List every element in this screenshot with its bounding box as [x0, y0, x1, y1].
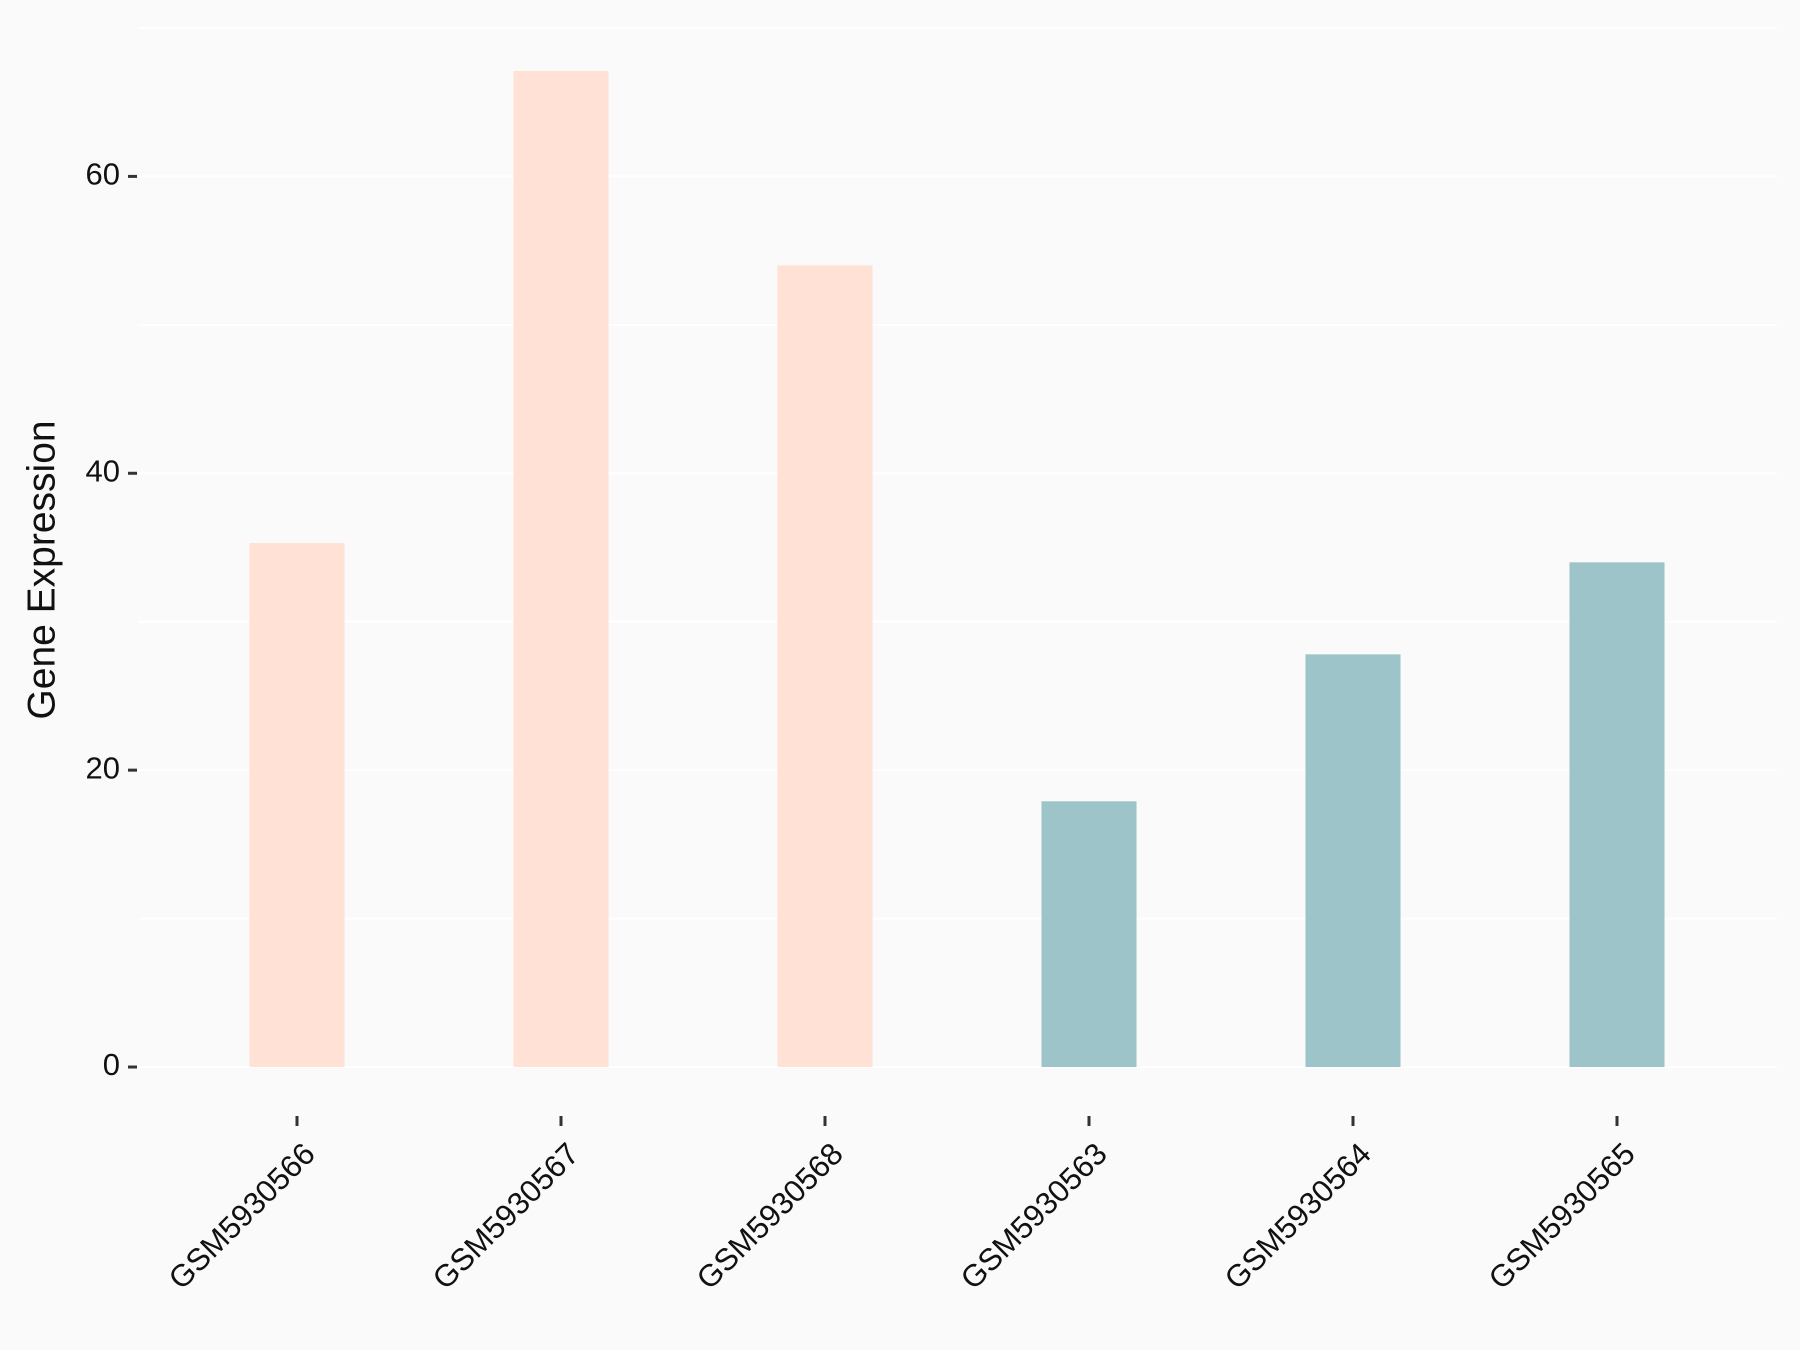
bar [513, 71, 609, 1068]
y-tick-label: 0 [103, 1047, 120, 1082]
y-axis-title: Gene Expression [20, 420, 63, 719]
y-tick-label: 60 [86, 157, 120, 192]
bar [1569, 562, 1665, 1068]
bar [777, 265, 873, 1068]
y-tick-label: 20 [86, 750, 120, 785]
bar [1041, 801, 1137, 1068]
y-tick-label: 40 [86, 453, 120, 488]
bar [249, 543, 345, 1068]
bar [1305, 654, 1401, 1068]
